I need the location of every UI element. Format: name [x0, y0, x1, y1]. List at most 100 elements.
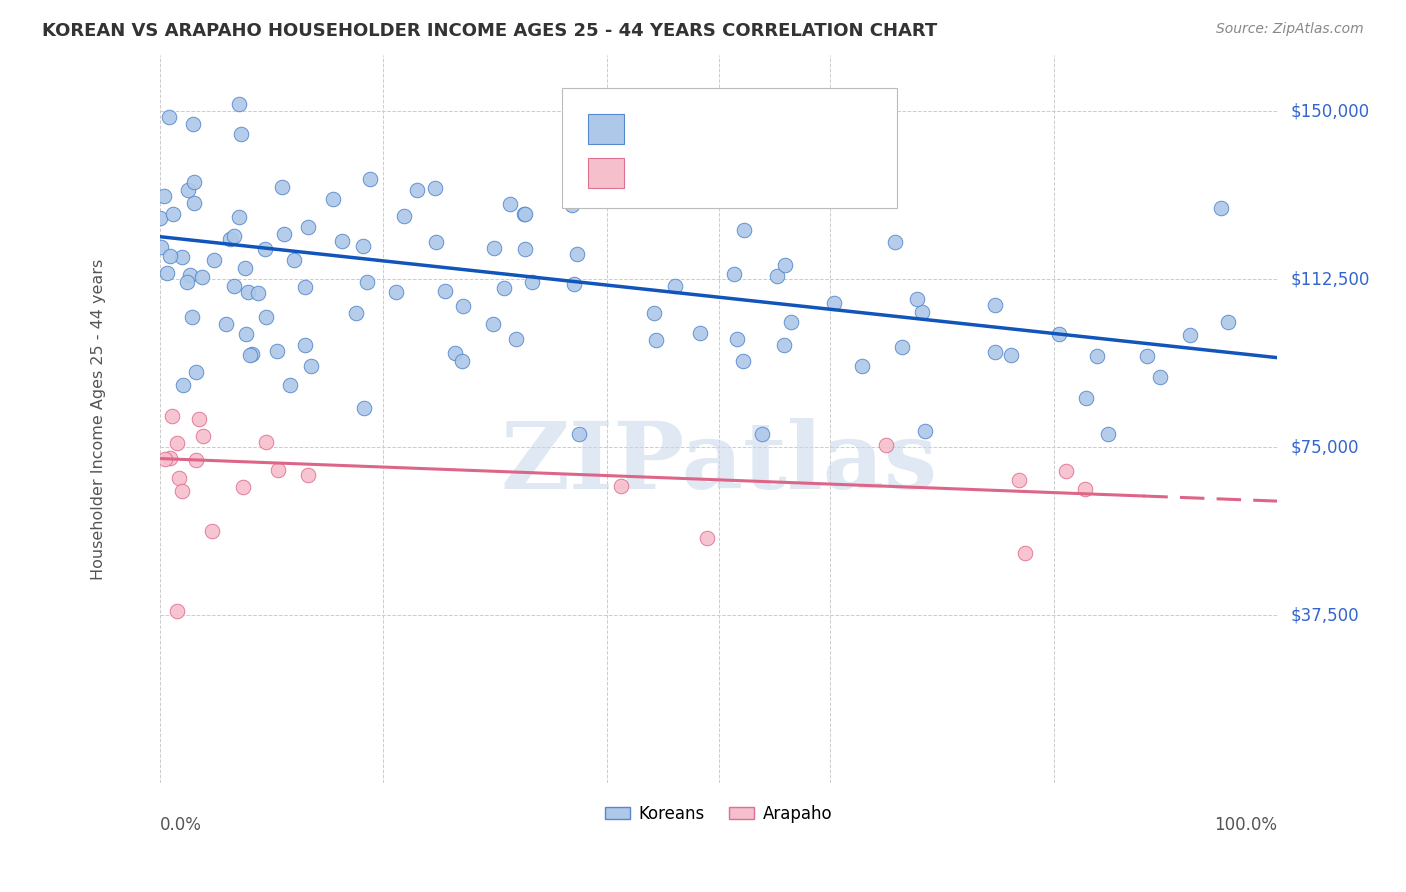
Point: [233, 261, 256, 276]
Point: [425, 235, 447, 249]
Point: [1209, 201, 1232, 215]
Point: [236, 285, 259, 299]
Point: [1076, 391, 1098, 405]
Point: [273, 227, 295, 242]
Text: KOREAN VS ARAPAHO HOUSEHOLDER INCOME AGES 25 - 44 YEARS CORRELATION CHART: KOREAN VS ARAPAHO HOUSEHOLDER INCOME AGE…: [42, 22, 938, 40]
Point: [453, 299, 475, 313]
Point: [914, 424, 936, 438]
Point: [772, 337, 794, 351]
Point: [254, 435, 277, 450]
Point: [1008, 473, 1031, 487]
Point: [294, 280, 316, 294]
Point: [433, 284, 456, 298]
Point: [725, 332, 748, 346]
Point: [235, 326, 257, 341]
Text: Householder Income Ages 25 - 44 years: Householder Income Ages 25 - 44 years: [91, 259, 105, 580]
Point: [823, 295, 845, 310]
Point: [172, 484, 194, 499]
Point: [229, 127, 252, 141]
Point: [172, 378, 194, 392]
Point: [733, 223, 755, 237]
Point: [1047, 326, 1070, 341]
Point: [875, 438, 897, 452]
Point: [513, 206, 536, 220]
Point: [297, 219, 319, 234]
Point: [1149, 370, 1171, 384]
Point: [513, 242, 536, 256]
Text: R = -0.311    N = 108: R = -0.311 N = 108: [637, 117, 839, 136]
Point: [181, 117, 204, 131]
Text: R = -0.151    N =  20: R = -0.151 N = 20: [637, 161, 834, 179]
Text: $150,000: $150,000: [1291, 103, 1369, 120]
Point: [239, 348, 262, 362]
Point: [322, 192, 344, 206]
Point: [765, 269, 787, 284]
Point: [294, 338, 316, 352]
Point: [1014, 546, 1036, 560]
Point: [356, 275, 378, 289]
Point: [232, 480, 254, 494]
Text: 100.0%: 100.0%: [1215, 816, 1278, 834]
Point: [644, 333, 666, 347]
Point: [183, 195, 205, 210]
Point: [620, 161, 643, 176]
Point: [565, 247, 588, 261]
Point: [270, 180, 292, 194]
Point: [215, 318, 238, 332]
Point: [149, 211, 172, 226]
Point: [664, 278, 686, 293]
Point: [568, 426, 591, 441]
Point: [297, 467, 319, 482]
Point: [751, 426, 773, 441]
Point: [157, 110, 180, 124]
Point: [159, 450, 181, 465]
Point: [247, 286, 270, 301]
Text: $112,500: $112,500: [1291, 270, 1371, 288]
Point: [733, 354, 755, 368]
Point: [352, 238, 374, 252]
Point: [228, 97, 250, 112]
Point: [1136, 349, 1159, 363]
Point: [779, 186, 801, 200]
Point: [228, 210, 250, 224]
Point: [222, 229, 245, 244]
Point: [166, 435, 188, 450]
Point: [911, 305, 934, 319]
Point: [188, 412, 211, 426]
Point: [513, 207, 536, 221]
Point: [167, 471, 190, 485]
Point: [520, 276, 543, 290]
Point: [159, 249, 181, 263]
Point: [1074, 482, 1097, 496]
Point: [222, 279, 245, 293]
Point: [905, 292, 928, 306]
Point: [283, 252, 305, 267]
Point: [723, 267, 745, 281]
Point: [359, 172, 381, 186]
Text: $37,500: $37,500: [1291, 607, 1360, 624]
Point: [299, 359, 322, 373]
Point: [330, 235, 353, 249]
Point: [561, 198, 583, 212]
Bar: [588, 158, 624, 187]
Point: [780, 315, 803, 329]
Point: [1054, 464, 1077, 478]
Point: [891, 340, 914, 354]
Point: [499, 196, 522, 211]
Point: [884, 235, 907, 250]
Point: [254, 242, 277, 256]
Point: [166, 604, 188, 618]
Point: [162, 207, 184, 221]
Point: [184, 453, 207, 467]
Text: 0.0%: 0.0%: [160, 816, 201, 834]
Point: [183, 175, 205, 189]
Point: [482, 241, 505, 255]
Point: [267, 463, 290, 477]
Point: [569, 172, 592, 186]
Point: [1000, 348, 1022, 362]
Point: [851, 359, 873, 374]
Point: [242, 347, 264, 361]
Point: [177, 183, 200, 197]
Bar: [588, 114, 624, 144]
Point: [344, 306, 367, 320]
